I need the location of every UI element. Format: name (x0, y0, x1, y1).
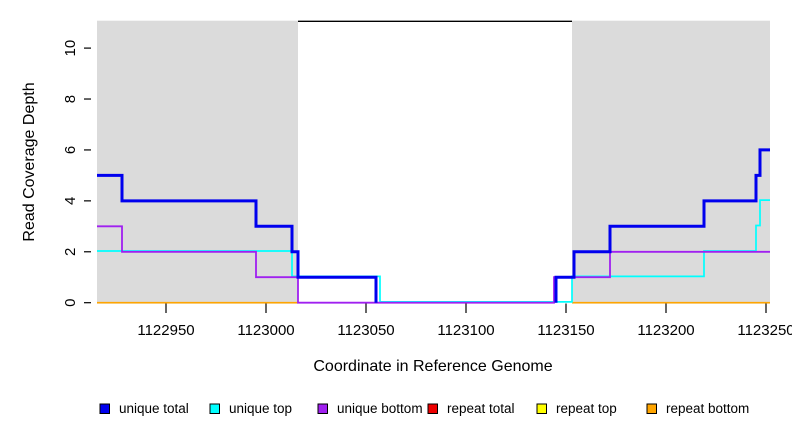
legend-label-repeat-bottom: repeat bottom (666, 401, 749, 416)
y-tick-label: 4 (62, 197, 79, 205)
shaded-region-left (97, 20, 298, 304)
legend-label-unique-total: unique total (119, 401, 189, 416)
series-line-unique-total (554, 148, 770, 303)
legend-label-repeat-top: repeat top (556, 401, 617, 416)
legend-swatch-repeat-total (427, 403, 438, 414)
x-tick-label: 1122950 (137, 322, 194, 339)
shaded-regions-layer (97, 20, 770, 304)
series-layer (97, 148, 770, 304)
y-tick-label: 10 (62, 40, 79, 57)
y-tick-label: 8 (62, 95, 79, 103)
x-tick-label: 1123000 (237, 322, 294, 339)
legend-swatch-unique-total (99, 403, 110, 414)
axes-layer: 1122950 1123000 1123050 1123100 1123150 11232… (62, 40, 792, 339)
legend-label-repeat-total: repeat total (447, 401, 515, 416)
x-tick-label: 1123200 (637, 322, 694, 339)
x-tick-label: 1123100 (437, 322, 494, 339)
y-axis-title: Read Coverage Depth (21, 82, 38, 241)
series-line-unique-bottom (97, 225, 770, 304)
x-tick-label: 1123050 (337, 322, 394, 339)
x-tick-label: 1123250 (737, 322, 792, 339)
legend-swatch-repeat-top (536, 403, 547, 414)
y-tick-label: 2 (62, 248, 79, 256)
series-line-unique-total (97, 173, 378, 303)
x-axis-title: Coordinate in Reference Genome (313, 358, 552, 375)
x-tick-label: 1123150 (537, 322, 594, 339)
legend-swatch-unique-bottom (317, 403, 328, 414)
y-tick-label: 6 (62, 146, 79, 154)
legend-swatch-repeat-bottom (646, 403, 657, 414)
shaded-region-right (572, 20, 770, 304)
legend: unique total unique top unique bottom repea… (99, 401, 749, 416)
legend-label-unique-top: unique top (229, 401, 292, 416)
legend-swatch-unique-top (209, 403, 220, 414)
y-tick-label: 0 (62, 299, 79, 307)
legend-label-unique-bottom: unique bottom (337, 401, 423, 416)
